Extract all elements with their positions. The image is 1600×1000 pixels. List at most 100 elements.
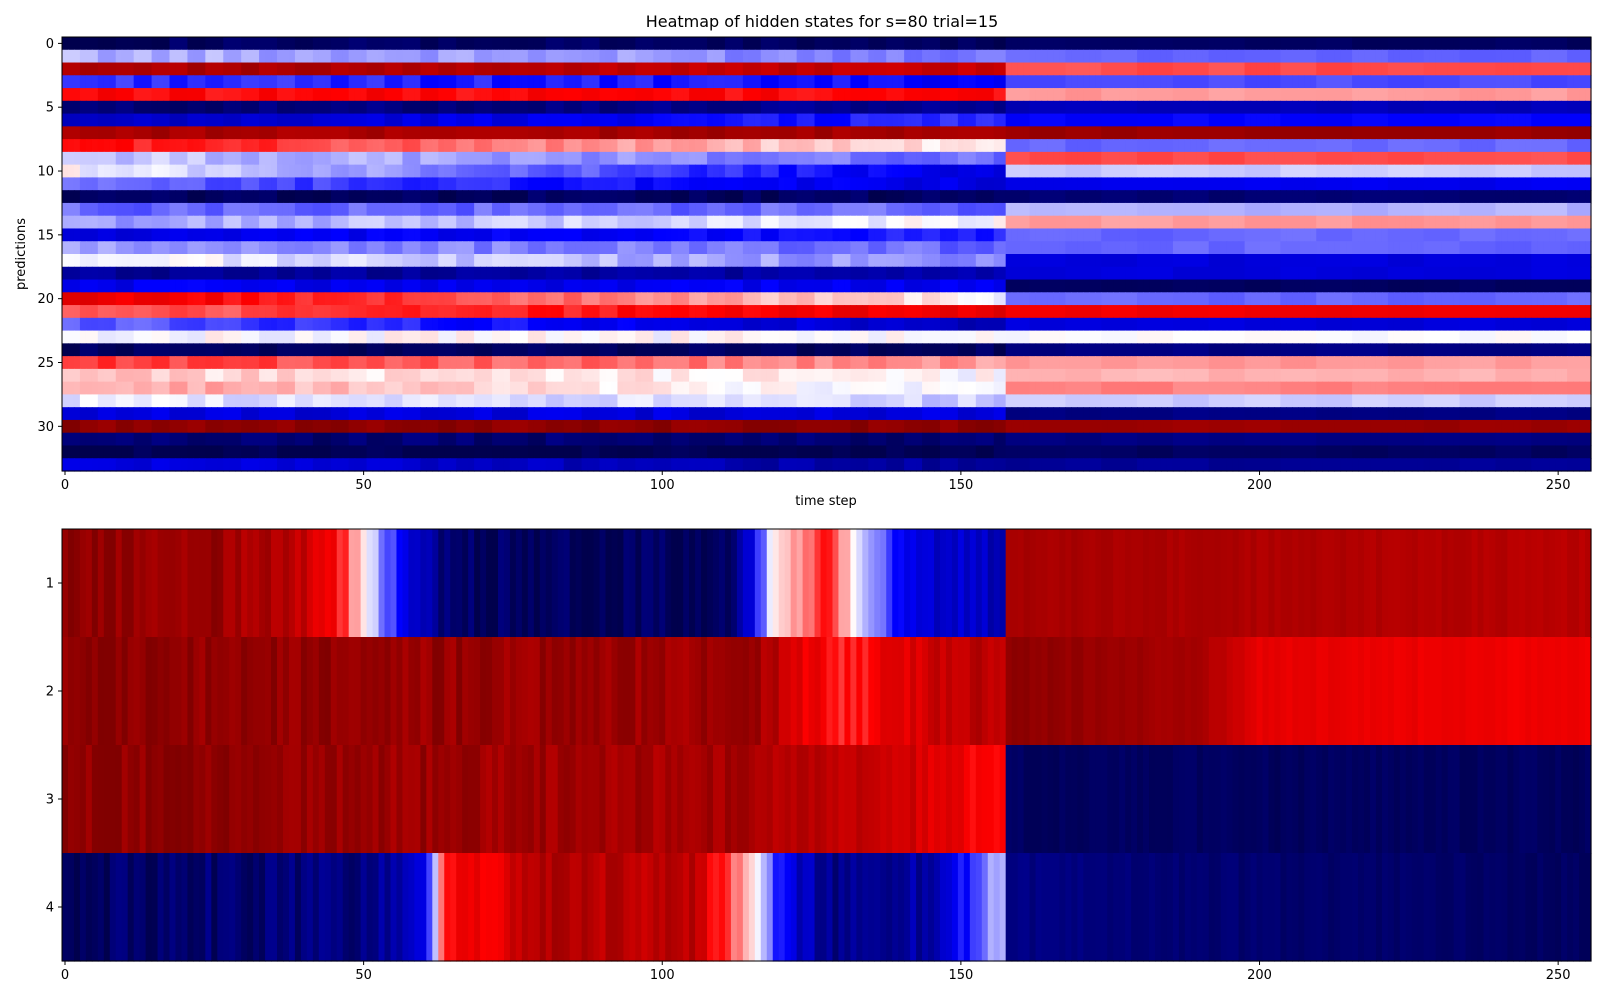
heatmap-cell bbox=[456, 49, 463, 64]
heatmap-cell bbox=[432, 266, 439, 281]
heatmap-cell bbox=[754, 49, 762, 64]
heatmap-cell bbox=[718, 202, 726, 217]
heatmap-cell bbox=[372, 113, 380, 127]
heatmap-cell bbox=[1567, 37, 1574, 51]
heatmap-cell bbox=[1567, 100, 1574, 115]
heatmap-cell bbox=[235, 62, 242, 76]
heatmap-cell bbox=[1274, 37, 1282, 51]
heatmap-cell bbox=[808, 126, 816, 140]
heatmap-cell bbox=[503, 177, 511, 191]
heatmap-cell bbox=[1041, 266, 1049, 281]
heatmap-cell bbox=[874, 49, 881, 64]
heatmap-cell bbox=[103, 254, 111, 268]
heatmap-cell bbox=[109, 228, 117, 242]
heatmap-cell bbox=[1101, 228, 1108, 242]
heatmap-cell bbox=[1543, 139, 1550, 153]
heatmap-cell bbox=[557, 177, 565, 191]
heatmap-cell bbox=[1196, 139, 1204, 153]
heatmap-cell bbox=[247, 164, 254, 179]
heatmap-cell bbox=[330, 190, 338, 204]
heatmap-cell bbox=[1477, 49, 1485, 64]
heatmap-cell bbox=[1196, 202, 1204, 217]
heatmap-cell bbox=[713, 164, 720, 179]
heatmap-cell bbox=[498, 75, 505, 89]
heatmap-cell bbox=[802, 177, 810, 191]
heatmap-cell bbox=[503, 151, 511, 166]
heatmap-cell bbox=[1125, 49, 1132, 64]
heatmap-cell bbox=[1059, 100, 1066, 115]
heatmap-cell bbox=[378, 37, 386, 51]
heatmap-cell bbox=[462, 164, 469, 179]
heatmap-cell bbox=[438, 126, 445, 140]
heatmap-cell bbox=[414, 279, 421, 293]
heatmap-cell bbox=[1304, 100, 1311, 115]
heatmap-cell bbox=[796, 266, 804, 281]
heatmap-cell bbox=[157, 100, 165, 115]
heatmap-cell bbox=[641, 113, 648, 127]
heatmap-cell bbox=[1035, 190, 1043, 204]
heatmap-cell bbox=[1172, 202, 1180, 217]
heatmap-cell bbox=[1381, 164, 1389, 179]
heatmap-cell bbox=[748, 139, 756, 153]
heatmap-cell bbox=[1316, 126, 1323, 140]
heatmap-cell bbox=[211, 215, 218, 230]
heatmap-cell bbox=[414, 126, 421, 140]
heatmap-cell bbox=[629, 113, 636, 127]
heatmap-cell bbox=[1465, 62, 1473, 76]
heatmap-cell bbox=[934, 190, 941, 204]
heatmap-cell bbox=[1304, 126, 1311, 140]
heatmap-cell bbox=[617, 49, 625, 64]
heatmap-cell bbox=[527, 100, 535, 115]
heatmap-cell bbox=[1561, 62, 1568, 76]
heatmap-cell bbox=[402, 75, 410, 89]
heatmap-cell bbox=[1107, 266, 1114, 281]
heatmap-cell bbox=[1387, 266, 1395, 281]
heatmap-cell bbox=[1011, 113, 1019, 127]
heatmap-cell bbox=[259, 62, 266, 76]
heatmap-cell bbox=[498, 62, 505, 76]
heatmap-cell bbox=[1113, 215, 1120, 230]
heatmap-cell bbox=[539, 266, 547, 281]
heatmap-cell bbox=[1310, 88, 1317, 102]
heatmap-cell bbox=[1172, 37, 1180, 51]
heatmap-cell bbox=[444, 279, 451, 293]
heatmap-cell bbox=[509, 126, 517, 140]
heatmap-cell bbox=[318, 279, 326, 293]
heatmap-cell bbox=[1059, 37, 1066, 51]
heatmap-cell bbox=[736, 266, 744, 281]
heatmap-cell bbox=[1573, 113, 1580, 127]
heatmap-cell bbox=[742, 228, 750, 242]
heatmap-cell bbox=[396, 75, 404, 89]
heatmap-cell bbox=[235, 113, 242, 127]
heatmap-cell bbox=[808, 164, 816, 179]
heatmap-cell bbox=[181, 164, 189, 179]
heatmap-cell bbox=[1089, 49, 1096, 64]
heatmap-cell bbox=[748, 279, 756, 293]
heatmap-cell bbox=[1370, 100, 1377, 115]
heatmap-cell bbox=[1585, 215, 1592, 230]
heatmap-cell bbox=[766, 228, 774, 242]
heatmap-cell bbox=[886, 139, 893, 153]
heatmap-cell bbox=[199, 49, 206, 64]
heatmap-cell bbox=[408, 190, 415, 204]
heatmap-cell bbox=[432, 37, 439, 51]
heatmap-cell bbox=[916, 215, 923, 230]
heatmap-cell bbox=[623, 62, 630, 76]
heatmap-cell bbox=[975, 126, 983, 140]
heatmap-cell bbox=[67, 202, 75, 217]
heatmap-cell bbox=[1358, 266, 1365, 281]
heatmap-cell bbox=[145, 62, 153, 76]
heatmap-cell bbox=[444, 100, 451, 115]
heatmap-cell bbox=[683, 100, 690, 115]
heatmap-cell bbox=[235, 215, 242, 230]
heatmap-cell bbox=[1411, 190, 1419, 204]
heatmap-cell bbox=[486, 241, 493, 255]
heatmap-cell bbox=[772, 254, 780, 268]
heatmap-cell bbox=[265, 254, 272, 268]
heatmap-cell bbox=[1292, 202, 1299, 217]
heatmap-cell bbox=[1405, 62, 1413, 76]
heatmap-cell bbox=[1119, 241, 1126, 255]
heatmap-cell bbox=[1561, 215, 1568, 230]
heatmap-cell bbox=[1549, 190, 1556, 204]
